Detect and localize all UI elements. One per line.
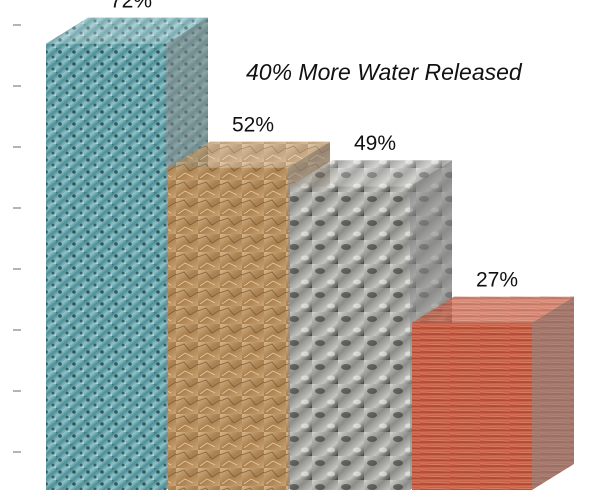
bar-top (168, 141, 330, 168)
bar-side-shade (532, 296, 574, 490)
bar-side (532, 296, 574, 490)
bar (412, 296, 574, 490)
bar-front (168, 167, 288, 490)
bar-top (290, 160, 452, 187)
data-label: 52% (232, 114, 274, 137)
data-label: 27% (476, 269, 518, 292)
bar-top (46, 17, 208, 44)
data-label: 49% (354, 132, 396, 155)
chart-annotation: 40% More Water Released (246, 59, 523, 85)
bar-top (412, 296, 574, 323)
bar-front (290, 186, 410, 490)
data-label: 72% (110, 0, 152, 13)
bar-front (46, 43, 166, 490)
bar-front (412, 322, 532, 490)
